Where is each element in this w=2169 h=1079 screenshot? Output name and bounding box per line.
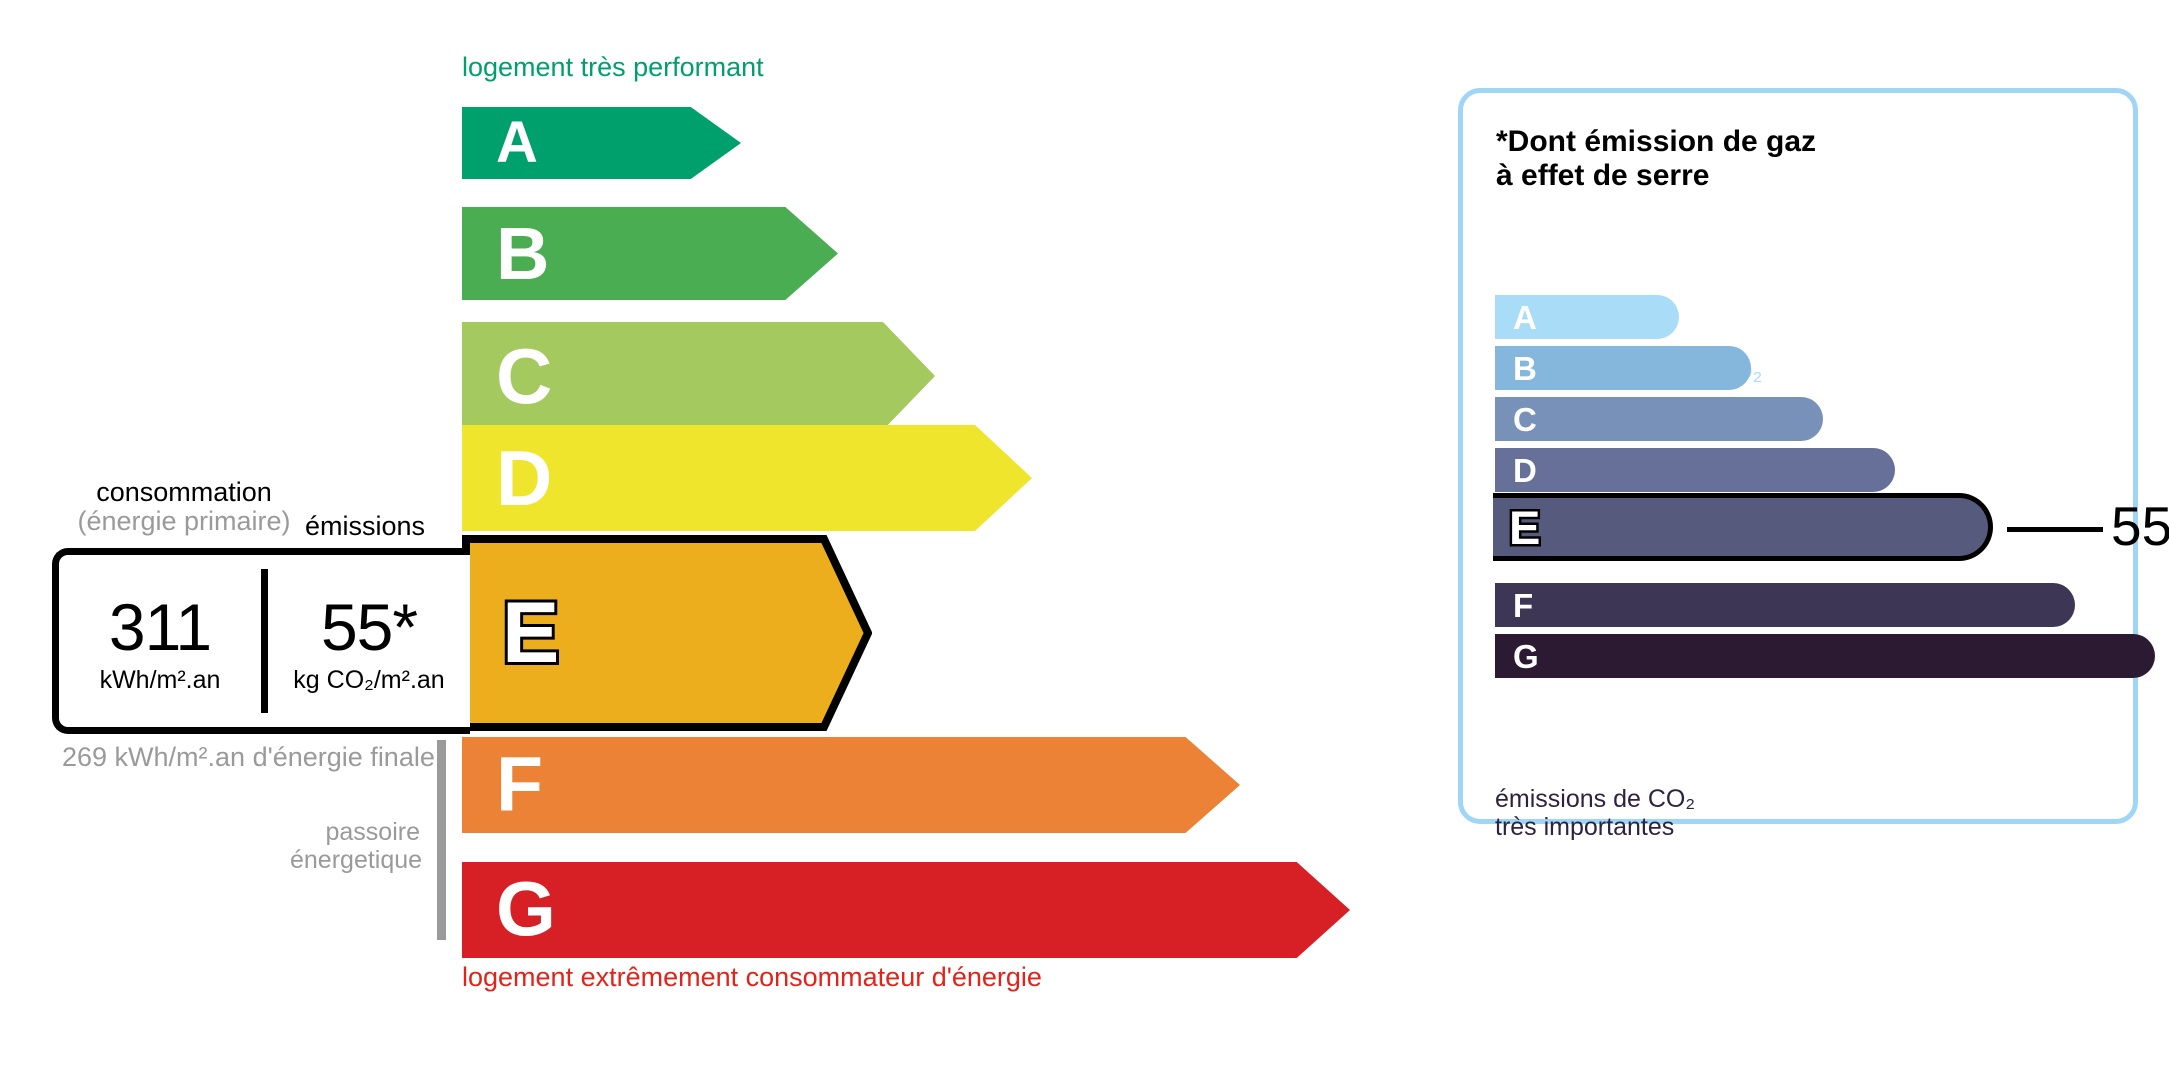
energy-class-row-c: C bbox=[462, 322, 935, 430]
energy-class-row-d: D bbox=[462, 425, 1032, 531]
ges-emission-cell: 55* kg CO₂/m².an bbox=[268, 555, 470, 727]
ges-class-letter-e: E bbox=[1506, 500, 1542, 554]
energy-class-row-b: B bbox=[462, 207, 838, 300]
arrow-shape-icon bbox=[462, 862, 1350, 958]
consumption-label: consommation (énergie primaire) bbox=[64, 478, 304, 535]
ges-class-row-c: C bbox=[1495, 397, 1823, 441]
arrow-shape-icon bbox=[462, 322, 935, 430]
emissions-label: émissions bbox=[305, 511, 426, 541]
energy-top-label: logement très performant bbox=[462, 52, 764, 82]
final-energy-label: 269 kWh/m².an d'énergie finale bbox=[62, 742, 435, 772]
energy-performance-chart: logement très performant A B bbox=[52, 52, 1350, 992]
energy-arrow-c bbox=[462, 322, 935, 430]
energy-class-row-e-selected: E bbox=[462, 535, 872, 731]
ges-panel: *Dont émission de gaz à effet de serre p… bbox=[1458, 88, 2169, 841]
ges-class-letter-c: C bbox=[1513, 400, 1537, 438]
consumption-label-sub: (énergie primaire) bbox=[77, 505, 291, 536]
energy-class-row-f: F bbox=[462, 737, 1240, 833]
ges-class-letter-d: D bbox=[1513, 451, 1537, 489]
ges-class-letter-a: A bbox=[1513, 298, 1537, 336]
ges-callout-line bbox=[2007, 527, 2103, 532]
energy-arrow-a bbox=[462, 107, 741, 179]
ges-class-letter-f: F bbox=[1513, 586, 1534, 624]
energy-arrow-b bbox=[462, 207, 838, 300]
energy-bottom-label: logement extrêmement consommateur d'éner… bbox=[462, 962, 1042, 992]
energy-arrow-g bbox=[462, 862, 1350, 958]
energy-class-letter-g: G bbox=[496, 866, 556, 953]
ges-class-row-g: G bbox=[1495, 634, 2155, 678]
ges-class-row-e-selected: E bbox=[1493, 493, 1993, 561]
energy-class-letter-f: F bbox=[496, 741, 544, 828]
ges-class-row-d: D bbox=[1495, 448, 1895, 492]
ges-panel-title: *Dont émission de gaz à effet de serre bbox=[1496, 125, 1817, 192]
ges-class-row-b: B bbox=[1495, 346, 1751, 390]
arrow-shape-icon bbox=[462, 425, 1032, 531]
ges-emission-unit: kg CO₂/m².an bbox=[293, 665, 445, 694]
value-box-divider bbox=[261, 569, 268, 713]
ges-bottom-label: émissions de CO₂ très importantes bbox=[1495, 785, 1696, 841]
ges-class-row-a: A bbox=[1495, 295, 1679, 339]
primary-energy-value: 311 bbox=[108, 589, 212, 664]
energy-class-letter-e: E bbox=[499, 585, 562, 681]
energy-class-letter-d: D bbox=[496, 434, 553, 522]
ges-class-letter-g: G bbox=[1513, 637, 1539, 675]
arrow-shape-icon bbox=[462, 737, 1240, 833]
energy-arrow-d bbox=[462, 425, 1032, 531]
ges-class-row-f: F bbox=[1495, 583, 2075, 627]
energy-arrow-f bbox=[462, 737, 1240, 833]
passoire-indicator-bar bbox=[437, 740, 446, 940]
ges-emission-value: 55* bbox=[320, 589, 418, 664]
arrow-shape-icon bbox=[462, 207, 838, 300]
primary-energy-unit: kWh/m².an bbox=[99, 665, 221, 694]
energy-class-letter-b: B bbox=[496, 211, 550, 295]
arrow-shape-icon bbox=[462, 107, 741, 179]
consumption-label-main: consommation bbox=[96, 477, 272, 507]
energy-class-letter-a: A bbox=[496, 110, 538, 175]
value-box: 311 kWh/m².an 55* kg CO₂/m².an bbox=[52, 548, 470, 734]
ges-callout-value: 55kg CO₂/m².an bbox=[2111, 499, 2169, 554]
ges-callout-number: 55 bbox=[2111, 495, 2169, 557]
ges-class-letter-b: B bbox=[1513, 349, 1537, 387]
energy-class-letter-c: C bbox=[496, 332, 553, 420]
energy-class-row-g: G bbox=[462, 862, 1350, 958]
primary-energy-cell: 311 kWh/m².an bbox=[59, 555, 261, 727]
energy-class-row-a: A bbox=[462, 107, 741, 179]
passoire-energetique-label: passoire énergetique bbox=[290, 818, 423, 874]
